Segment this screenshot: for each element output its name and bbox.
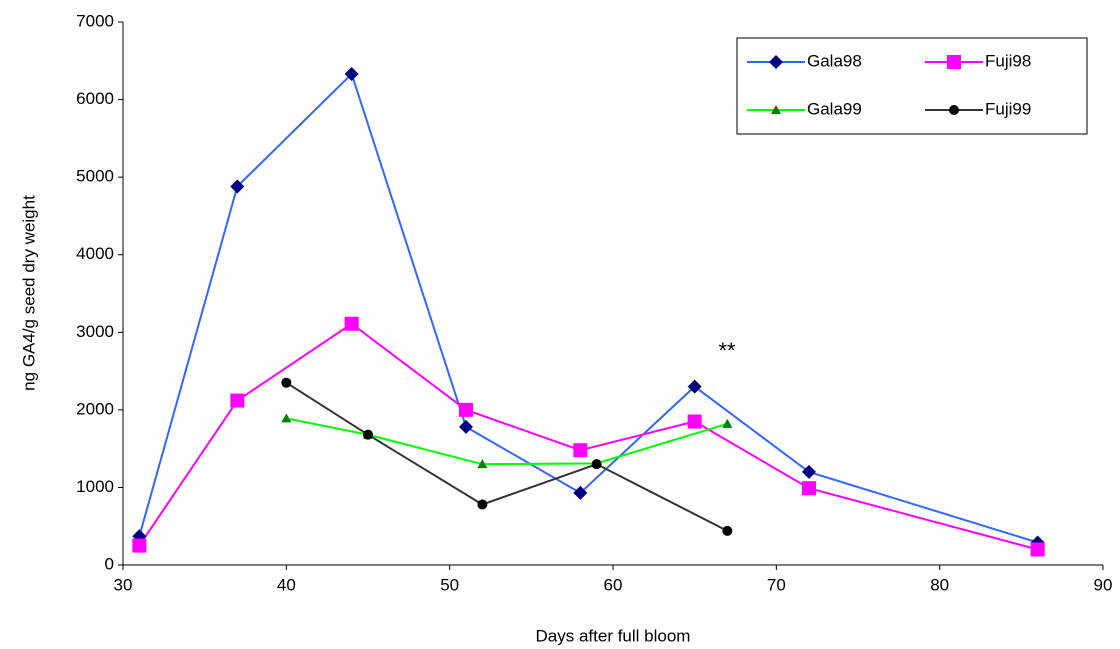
marker <box>344 316 359 331</box>
marker <box>344 66 359 81</box>
legend-marker <box>947 55 961 69</box>
series-line <box>138 322 1038 551</box>
legend-label: Fuji98 <box>985 51 1031 70</box>
series-line <box>285 381 728 532</box>
legend-marker <box>949 105 959 115</box>
marker <box>363 429 373 440</box>
x-tick-label: 80 <box>930 575 949 594</box>
marker <box>477 499 488 510</box>
marker <box>230 393 245 408</box>
legend-marker <box>769 55 783 69</box>
x-tick-label: 50 <box>440 575 459 594</box>
x-tick-label: 60 <box>604 575 623 594</box>
marker <box>802 481 816 496</box>
marker <box>477 459 488 469</box>
x-tick-label: 40 <box>277 575 296 594</box>
x-tick-label: 30 <box>114 575 133 594</box>
annotation: ** <box>718 338 736 363</box>
marker <box>230 179 245 194</box>
y-tick-label: 7000 <box>76 11 114 30</box>
marker <box>722 418 733 428</box>
x-tick-label: 70 <box>767 575 786 594</box>
legend-label: Gala99 <box>807 99 862 118</box>
y-axis-title: ng GA4/g seed dry weight <box>19 195 38 391</box>
marker <box>687 414 702 429</box>
marker <box>722 525 733 536</box>
legend-label: Gala98 <box>807 51 862 70</box>
y-tick-label: 6000 <box>76 89 114 108</box>
x-axis-title: Days after full bloom <box>536 626 691 645</box>
marker <box>459 402 473 417</box>
legend-marker <box>771 105 781 114</box>
marker <box>281 413 292 423</box>
legend-box <box>736 37 1088 135</box>
marker <box>1030 542 1045 557</box>
x-tick-label: 90 <box>1094 575 1113 594</box>
legend-label: Fuji99 <box>985 99 1031 118</box>
y-tick-label: 3000 <box>76 322 114 341</box>
marker <box>591 459 602 470</box>
marker <box>459 419 473 434</box>
series-line <box>138 72 1038 544</box>
marker <box>687 379 702 394</box>
y-tick-label: 1000 <box>76 477 114 496</box>
marker <box>281 377 292 388</box>
y-tick-label: 5000 <box>76 167 114 186</box>
marker <box>132 538 147 553</box>
marker <box>802 464 816 479</box>
y-tick-label: 0 <box>105 554 114 573</box>
y-tick-label: 2000 <box>76 399 114 418</box>
marker <box>573 485 588 500</box>
marker <box>573 443 588 458</box>
y-tick-label: 4000 <box>76 244 114 263</box>
